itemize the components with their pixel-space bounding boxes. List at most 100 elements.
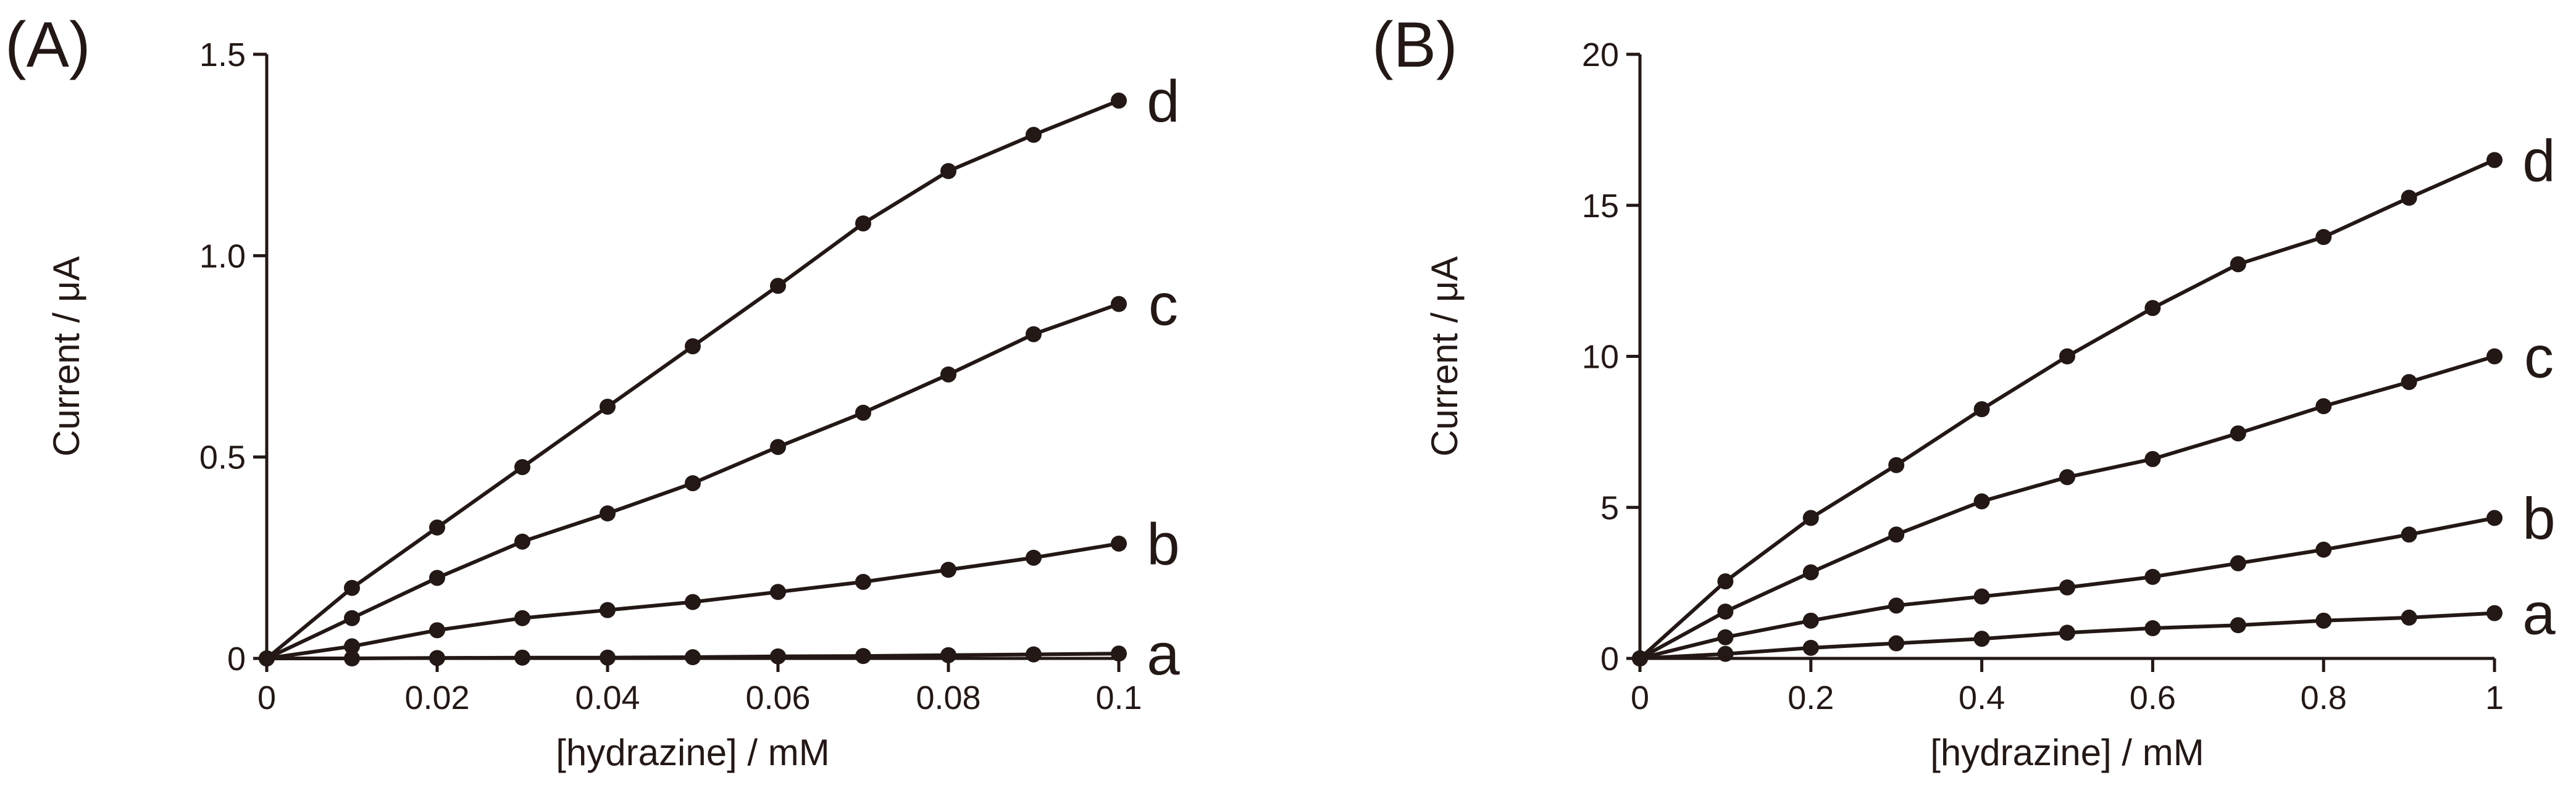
panel-b-series-a-point [2059,624,2075,641]
panel-b-x-axis-title: [hydrazine] / mM [1930,732,2204,773]
panel-a-series-a-point [514,649,530,666]
panel-b-y-axis-title: Current / μA [1424,256,1465,457]
panel-a-series-d-point [344,579,360,596]
panel-b-y-tick-label: 10 [1582,339,1619,376]
panel-a-y-tick-label: 0.5 [199,439,246,476]
panel-a-series-d-point [770,278,786,294]
panel-b-series-c-point [1973,493,1990,510]
panel-b-series-a-label: a [2522,581,2556,647]
panel-a-x-tick-label: 0.06 [745,679,810,716]
panel-b-series-d-point [1802,510,1819,526]
panel-a-x-tick-label: 0.04 [575,679,640,716]
panel-a-series-a-point [344,650,360,666]
panel-b-series-c-point [1802,564,1819,581]
panel-b-series-c-point [2059,469,2075,486]
panel-b-series-a-point [1802,639,1819,656]
panel-a-series-c-point [600,505,616,522]
panel-b-series-a-point [2401,609,2417,626]
panel-b-y-tick-label: 5 [1600,489,1619,526]
panel-a-series-b-point [514,610,530,626]
panel-b-series-b-point [1717,629,1734,645]
panel-b-series-a-point [1717,645,1734,662]
panel-b-series-a-point [1973,631,1990,647]
panel-b-letter: (B) [1372,9,1458,81]
panel-a-series-c-point [344,610,360,626]
panel-b-series-c-point [1888,526,1905,543]
panel-b-series-b-point [2486,510,2503,526]
panel-a-y-tick-label: 0 [227,641,246,678]
panel-b-y-tick-label: 15 [1582,188,1619,225]
panel-a-series-c-point [1111,296,1127,312]
panel-b-y-tick-label: 0 [1600,641,1619,678]
panel-a-series-b-point [940,562,956,578]
panel-a-x-tick-label: 0.1 [1095,679,1142,716]
panel-a-series-c-point [429,570,445,586]
panel-a-letter: (A) [5,9,91,81]
panel-b-series-d-point [2059,348,2075,365]
panel-a-series-b-point [344,638,360,655]
panel-a-series-b-point [1026,549,1042,566]
panel-a-series-d-point [940,163,956,180]
panel-a-series-d-label: d [1147,68,1179,135]
panel-b-series-d-point [2315,229,2332,246]
panel-a-series-b-point [685,594,701,610]
panel-a-series-c-label: c [1148,272,1178,338]
panel-a-series-b-point [600,602,616,618]
panel-b-series-b-point [1802,612,1819,629]
panel-a-series-c-point [514,533,530,550]
panel-b-x-tick-label: 0.4 [1959,679,2005,716]
panel-a-series-d-line [265,99,1121,660]
panel-b-series-d-point [1632,650,1648,666]
panel-a-x-tick-label: 0.02 [404,679,469,716]
panel-a-series-b-point [429,622,445,639]
panel-b-series-a-point [2230,617,2246,634]
panel-a-x-tick-label: 0.08 [916,679,981,716]
panel-a-series-a-point [429,650,445,666]
panel-b-series-c-point [1717,603,1734,620]
panel-b-series-d-point [1888,457,1905,473]
panel-b-series-d-point [2486,152,2503,168]
panel-a-y-axis-title: Current / μA [46,256,87,457]
panel-a-series-a-point [685,649,701,666]
panel-b-series-b-label: b [2522,486,2555,552]
panel-b-series-d-point [2144,300,2161,317]
panel-a-series-d-point [685,338,701,355]
panel-b-y-tick-label: 20 [1582,36,1619,73]
panel-a-series-d-point [429,519,445,536]
panel-b-series-b-point [2230,555,2246,571]
panel-a-y-tick-label: 1.5 [199,36,246,73]
panel-a-series-c-point [1026,326,1042,342]
panel-a-series-a-point [1026,646,1042,663]
panel-b-series-a-point [2486,605,2503,621]
panel-b-series-b-point [1973,588,1990,605]
panel-a-series-c-point [770,439,786,455]
panel-a-series-a-point [940,647,956,663]
panel-a-series-a-point [855,648,871,665]
panel-b-series-b-point [1888,597,1905,614]
panel-b-series-d-point [2230,256,2246,273]
panel-a-series-c-point [855,404,871,421]
panel-b-series-b-point [2144,568,2161,585]
panel-b-series-c-line [1638,354,2496,660]
panel-b-x-tick-label: 0.6 [2130,679,2176,716]
panel-b-series-c-label: c [2524,325,2554,391]
panel-b-series-a-point [1888,635,1905,652]
panel-a-series-c-point [685,475,701,492]
panel-b-series-b-point [2315,541,2332,558]
panel-a-series-b-point [770,584,786,600]
panel-a-series-d-point [1111,93,1127,109]
panel-b-series-c-point [2144,450,2161,467]
panel-a-series-b-point [855,573,871,590]
panel-b-series-c-point [2230,425,2246,442]
panel-a-series-a-label: a [1147,621,1180,687]
panel-b-series-c-point [2486,348,2503,365]
panel-b-series-d-point [1973,401,1990,418]
panel-a-x-axis-title: [hydrazine] / mM [556,732,829,773]
panel-a-series-d-point [514,458,530,475]
panel-b-x-tick-label: 0.8 [2301,679,2347,716]
panel-a-series-a-point [600,649,616,666]
panel-b-x-tick-label: 1 [2485,679,2504,716]
panel-b-series-c-point [2315,398,2332,415]
panel-b-series-a-point [2144,620,2161,637]
